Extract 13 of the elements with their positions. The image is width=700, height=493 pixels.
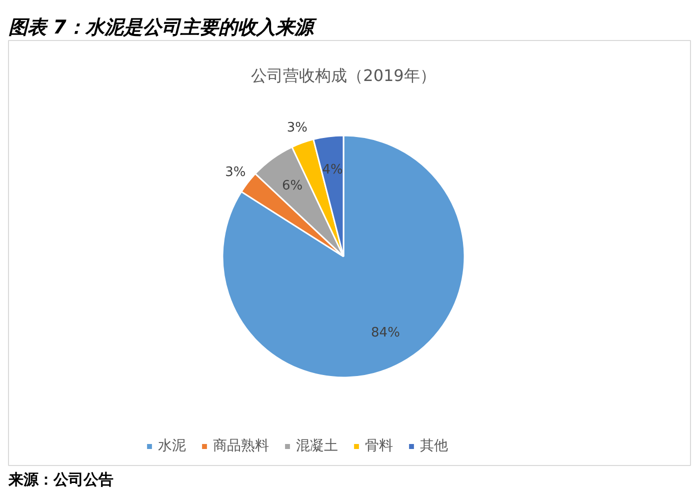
data-label: 4% (322, 162, 343, 178)
legend-label: 商品熟料 (213, 437, 269, 455)
chart-subtitle: 公司营收构成（2019年） (251, 66, 436, 85)
legend-label: 其他 (420, 437, 448, 455)
data-label: 3% (286, 120, 308, 136)
legend-label: 混凝土 (296, 437, 338, 455)
data-label: 84% (371, 325, 400, 340)
data-label: 6% (282, 178, 303, 194)
data-label: 3% (225, 165, 246, 180)
legend-label: 水泥 (158, 437, 186, 455)
legend-label: 骨料 (365, 437, 393, 455)
source-note: 来源：公司公告 (8, 470, 114, 488)
chart-title: 图表 7：水泥是公司主要的收入来源 (8, 16, 318, 38)
